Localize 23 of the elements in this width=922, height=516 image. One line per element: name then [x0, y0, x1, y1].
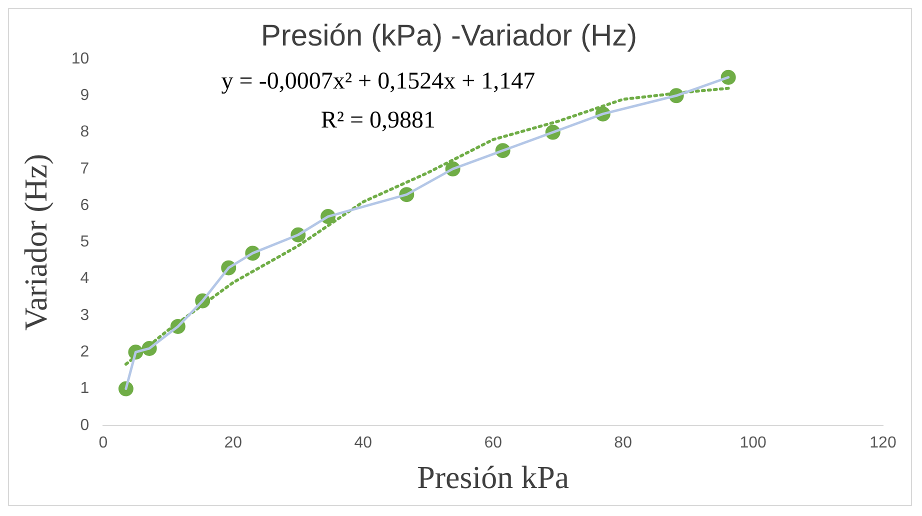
- y-tick-label: 10: [71, 50, 90, 68]
- annotation: y = -0,0007x² + 0,1524x + 1,147: [221, 68, 536, 94]
- y-tick-label: 8: [80, 124, 90, 141]
- x-tick-label: 80: [614, 434, 632, 452]
- y-tick-label: 5: [80, 234, 90, 251]
- y-tick-label: 3: [80, 306, 90, 324]
- chart-title: Presión (kPa) -Variador (Hz): [260, 19, 638, 52]
- x-tick-label: 20: [224, 434, 242, 452]
- x-tick-label: 0: [98, 434, 108, 452]
- x-tick-label: 60: [484, 434, 502, 452]
- y-tick-label: 2: [80, 344, 90, 361]
- y-tick-label: 6: [80, 196, 90, 214]
- y-axis-title: Variador (Hz): [18, 154, 54, 331]
- x-axis-title: Presión kPa: [417, 459, 570, 496]
- annotation: R² = 0,9881: [320, 107, 436, 134]
- x-tick-label: 40: [354, 434, 372, 452]
- y-tick-label: 4: [80, 270, 90, 288]
- x-tick-label: 120: [870, 434, 896, 452]
- y-tick-label: 9: [80, 87, 90, 104]
- y-tick-label: 0: [80, 416, 90, 434]
- x-tick-label: 100: [740, 434, 766, 452]
- y-tick-label: 1: [80, 380, 90, 398]
- y-tick-label: 7: [80, 160, 90, 178]
